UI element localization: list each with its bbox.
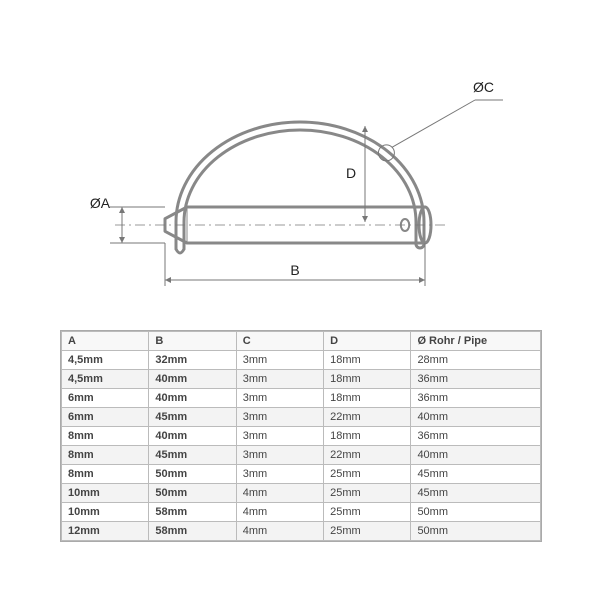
cell: 45mm <box>411 484 541 503</box>
cell: 18mm <box>324 389 411 408</box>
col-header: B <box>149 332 236 351</box>
cell: 40mm <box>411 446 541 465</box>
table-row: 8mm45mm3mm22mm40mm <box>62 446 541 465</box>
table-row: 4,5mm32mm3mm18mm28mm <box>62 351 541 370</box>
dim-label-oa: ØA <box>90 195 111 211</box>
cell: 40mm <box>149 370 236 389</box>
cell: 25mm <box>324 522 411 541</box>
cell: 8mm <box>62 427 149 446</box>
cell: 45mm <box>149 446 236 465</box>
cell: 4mm <box>236 522 323 541</box>
cell: 58mm <box>149 522 236 541</box>
cell: 36mm <box>411 370 541 389</box>
cell: 50mm <box>149 465 236 484</box>
dim-table: ABCDØ Rohr / Pipe 4,5mm32mm3mm18mm28mm4,… <box>61 331 541 541</box>
cell: 40mm <box>411 408 541 427</box>
cell: 10mm <box>62 503 149 522</box>
cell: 32mm <box>149 351 236 370</box>
cell: 3mm <box>236 351 323 370</box>
col-header: C <box>236 332 323 351</box>
dim-label-oc: ØC <box>473 79 494 95</box>
cell: 8mm <box>62 446 149 465</box>
cell: 25mm <box>324 484 411 503</box>
cell: 8mm <box>62 465 149 484</box>
table-row: 8mm40mm3mm18mm36mm <box>62 427 541 446</box>
col-header: D <box>324 332 411 351</box>
cell: 45mm <box>149 408 236 427</box>
dimension-table: ABCDØ Rohr / Pipe 4,5mm32mm3mm18mm28mm4,… <box>60 330 542 542</box>
cell: 18mm <box>324 370 411 389</box>
col-header: A <box>62 332 149 351</box>
cell: 40mm <box>149 427 236 446</box>
table-row: 10mm50mm4mm25mm45mm <box>62 484 541 503</box>
cell: 4mm <box>236 484 323 503</box>
table-row: 6mm40mm3mm18mm36mm <box>62 389 541 408</box>
cell: 25mm <box>324 465 411 484</box>
cell: 3mm <box>236 389 323 408</box>
table-row: 4,5mm40mm3mm18mm36mm <box>62 370 541 389</box>
cell: 3mm <box>236 465 323 484</box>
table-row: 8mm50mm3mm25mm45mm <box>62 465 541 484</box>
cell: 50mm <box>411 503 541 522</box>
cell: 4,5mm <box>62 351 149 370</box>
cell: 4,5mm <box>62 370 149 389</box>
cell: 36mm <box>411 427 541 446</box>
table-row: 6mm45mm3mm22mm40mm <box>62 408 541 427</box>
cell: 50mm <box>411 522 541 541</box>
dim-label-b: B <box>290 262 299 278</box>
cell: 6mm <box>62 408 149 427</box>
cell: 6mm <box>62 389 149 408</box>
cell: 58mm <box>149 503 236 522</box>
page: BDØAØC ABCDØ Rohr / Pipe 4,5mm32mm3mm18m… <box>0 0 600 600</box>
table-row: 10mm58mm4mm25mm50mm <box>62 503 541 522</box>
diagram-svg: B D ØA ØC <box>65 40 535 300</box>
cell: 10mm <box>62 484 149 503</box>
table-row: 12mm58mm4mm25mm50mm <box>62 522 541 541</box>
cell: 3mm <box>236 408 323 427</box>
cell: 3mm <box>236 370 323 389</box>
cell: 40mm <box>149 389 236 408</box>
dim-label-d: D <box>346 165 356 181</box>
product-diagram: B D ØA ØC <box>65 40 535 300</box>
cell: 18mm <box>324 427 411 446</box>
cell: 28mm <box>411 351 541 370</box>
cell: 36mm <box>411 389 541 408</box>
cell: 18mm <box>324 351 411 370</box>
cell: 50mm <box>149 484 236 503</box>
col-header: Ø Rohr / Pipe <box>411 332 541 351</box>
cell: 4mm <box>236 503 323 522</box>
cell: 22mm <box>324 446 411 465</box>
cell: 3mm <box>236 427 323 446</box>
cell: 45mm <box>411 465 541 484</box>
cell: 25mm <box>324 503 411 522</box>
cell: 3mm <box>236 446 323 465</box>
cell: 22mm <box>324 408 411 427</box>
cell: 12mm <box>62 522 149 541</box>
